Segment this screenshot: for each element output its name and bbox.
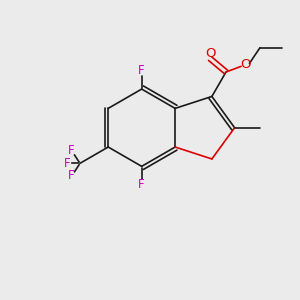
- Text: O: O: [205, 47, 215, 60]
- Text: O: O: [240, 58, 251, 71]
- Text: F: F: [138, 64, 145, 77]
- Text: F: F: [68, 169, 74, 182]
- Text: F: F: [68, 144, 74, 158]
- Text: F: F: [64, 157, 71, 170]
- Text: F: F: [138, 178, 145, 191]
